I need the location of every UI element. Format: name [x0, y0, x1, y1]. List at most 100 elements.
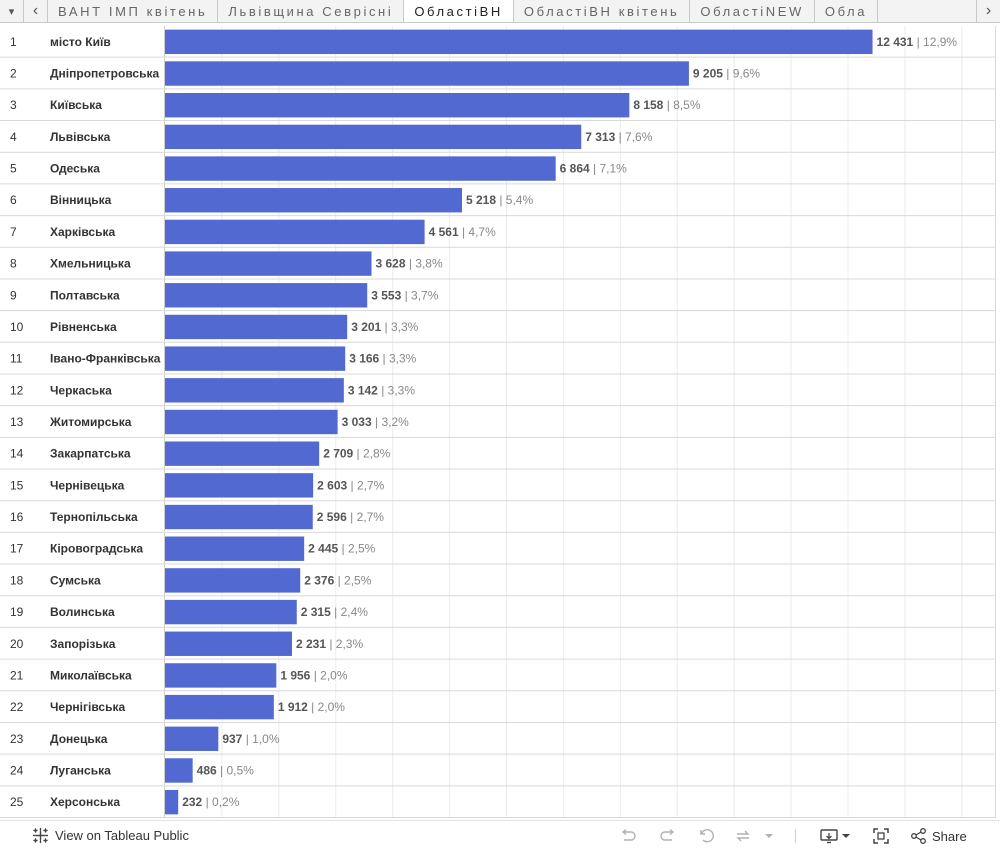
data-label-percent: | 1,0% — [242, 732, 279, 746]
chevron-down-icon — [765, 834, 773, 838]
category-label: Волинська — [50, 605, 115, 619]
category-label: Сумська — [50, 573, 101, 587]
tab-4[interactable]: ОбластіNEW — [690, 0, 815, 22]
view-on-tableau-public-label: View on Tableau Public — [55, 828, 189, 843]
category-label: Рівненська — [50, 320, 117, 334]
data-label: 7 313 | 7,6% — [585, 130, 652, 144]
category-label: Чернігівська — [50, 700, 125, 714]
bar — [165, 631, 292, 656]
data-label-value: 2 709 — [323, 447, 353, 461]
category-label: Дніпропетровська — [50, 67, 159, 81]
data-label: 232 | 0,2% — [182, 795, 239, 809]
tab-0[interactable]: ВАНТ ІМП квітень — [48, 0, 219, 22]
data-label-value: 7 313 — [585, 130, 615, 144]
data-label: 9 205 | 9,6% — [693, 67, 760, 81]
data-label: 1 956 | 2,0% — [280, 668, 347, 682]
category-label: Житомирська — [49, 415, 132, 429]
rank-label: 14 — [10, 447, 24, 461]
rank-label: 12 — [10, 383, 24, 397]
refresh-icon — [736, 830, 750, 842]
rank-label: 8 — [10, 257, 17, 271]
data-label: 6 864 | 7,1% — [560, 162, 627, 176]
refresh-menu-button[interactable] — [764, 827, 774, 845]
data-label: 2 445 | 2,5% — [308, 542, 375, 556]
data-label-percent: | 2,4% — [331, 605, 368, 619]
data-label-value: 1 956 — [280, 668, 310, 682]
data-label-percent: | 2,7% — [347, 478, 384, 492]
data-label-value: 8 158 — [633, 98, 663, 112]
share-button[interactable]: Share — [910, 827, 967, 845]
tabs-scroll-right-button[interactable]: › — [976, 0, 1000, 22]
category-label: Хмельницька — [50, 257, 131, 271]
category-label: Миколаївська — [50, 668, 132, 682]
data-label: 5 218 | 5,4% — [466, 193, 533, 207]
bar — [165, 536, 305, 561]
data-label-percent: | 3,3% — [379, 352, 416, 366]
tab-3[interactable]: ОбластіВН квітень — [514, 0, 691, 22]
data-label-percent: | 2,5% — [334, 573, 371, 587]
data-label-value: 5 218 — [466, 193, 496, 207]
data-label-value: 3 553 — [371, 288, 401, 302]
rank-label: 20 — [10, 637, 24, 651]
collapse-tabs-button[interactable]: ▾ — [0, 0, 24, 22]
rank-label: 18 — [10, 573, 24, 587]
category-label: Черкаська — [50, 383, 112, 397]
data-label-value: 2 315 — [301, 605, 331, 619]
download-icon — [820, 829, 850, 844]
data-label-value: 486 — [197, 763, 217, 777]
data-label-percent: | 7,1% — [590, 162, 627, 176]
data-label-value: 232 — [182, 795, 202, 809]
redo-icon — [660, 828, 675, 841]
data-label-percent: | 12,9% — [913, 35, 957, 49]
data-label-percent: | 3,2% — [372, 415, 409, 429]
data-label-value: 937 — [222, 732, 242, 746]
data-label-percent: | 3,7% — [401, 288, 438, 302]
category-label: Закарпатська — [50, 447, 131, 461]
rank-label: 25 — [10, 795, 24, 809]
download-button[interactable] — [820, 827, 850, 845]
tab-label: Обла — [824, 3, 868, 19]
data-label: 2 603 | 2,7% — [317, 478, 384, 492]
category-label: Київська — [50, 98, 102, 112]
bar — [165, 694, 274, 720]
data-label-percent: | 3,3% — [378, 383, 415, 397]
data-label-value: 3 201 — [351, 320, 381, 334]
fullscreen-button[interactable] — [873, 827, 889, 845]
data-label-percent: | 2,3% — [326, 637, 363, 651]
data-label-value: 3 166 — [349, 352, 379, 366]
data-label-value: 3 628 — [375, 257, 405, 271]
bar-chart-svg: 1 місто Київ 12 431 | 12,9% 2 Дніпропетровсь… — [0, 26, 996, 818]
rank-label: 13 — [10, 415, 24, 429]
tab-2[interactable]: ОбластіВН — [404, 0, 514, 22]
data-label-percent: | 2,5% — [338, 542, 375, 556]
rank-label: 7 — [10, 225, 17, 239]
redo-button[interactable] — [659, 827, 677, 845]
tab-label: ОбластіВН — [414, 4, 503, 19]
bar — [165, 726, 219, 751]
refresh-button[interactable] — [734, 827, 752, 845]
tab-label: Львівщина Севрісні — [228, 3, 394, 19]
data-label-value: 2 596 — [317, 510, 347, 524]
category-label: Херсонська — [50, 795, 120, 809]
tab-5[interactable]: Обла — [815, 0, 879, 22]
tab-1[interactable]: Львівщина Севрісні — [218, 0, 405, 22]
undo-button[interactable] — [619, 827, 637, 845]
rank-label: 19 — [10, 605, 24, 619]
data-label: 3 201 | 3,3% — [351, 320, 418, 334]
data-label: 2 709 | 2,8% — [323, 447, 390, 461]
data-label: 12 431 | 12,9% — [877, 35, 958, 49]
data-label: 3 553 | 3,7% — [371, 288, 438, 302]
view-on-tableau-public-link[interactable]: View on Tableau Public — [33, 828, 189, 843]
rank-label: 16 — [10, 510, 24, 524]
rank-label: 6 — [10, 193, 17, 207]
bar — [165, 663, 277, 688]
data-label-percent: | 7,6% — [615, 130, 652, 144]
bar — [165, 346, 346, 371]
chevron-left-icon: ‹ — [32, 2, 39, 19]
bar — [165, 93, 630, 118]
chevron-down-icon: ▾ — [8, 5, 15, 18]
data-label: 3 033 | 3,2% — [342, 415, 409, 429]
tabs-scroll-left-button[interactable]: ‹ — [24, 0, 48, 22]
revert-button[interactable] — [699, 827, 717, 845]
bar — [165, 568, 301, 593]
